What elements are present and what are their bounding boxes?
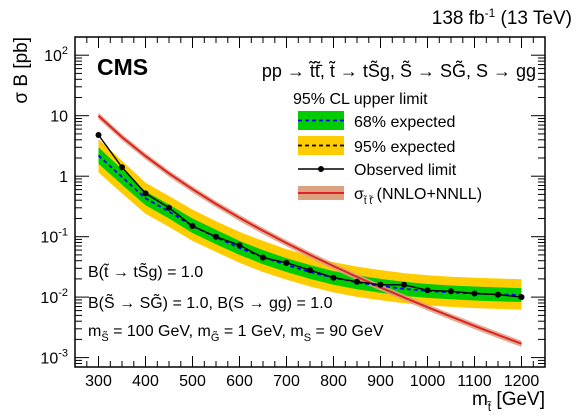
legend-swatch-observed-marker bbox=[318, 166, 324, 172]
x-tick-label: 300 bbox=[85, 373, 112, 390]
y-axis-label: σ B [pb] bbox=[11, 37, 32, 104]
observed-point bbox=[471, 290, 478, 297]
observed-point bbox=[213, 233, 219, 240]
ticks-layer bbox=[74, 36, 546, 368]
observed-point bbox=[119, 164, 125, 171]
x-tick-label: 900 bbox=[367, 373, 394, 390]
legend-label-68: 68% expected bbox=[354, 114, 455, 131]
observed-point bbox=[518, 294, 525, 301]
legend-label-theory: σt̃ t̃̄ (NNLO+NNLL) bbox=[354, 186, 482, 207]
observed-point bbox=[189, 223, 196, 229]
annotation-line-1: B(t̃ → tS̃g) = 1.0 bbox=[88, 261, 203, 281]
legend: 95% CL upper limit 68% expected 95% expec… bbox=[293, 91, 482, 207]
x-tick-label: 1000 bbox=[410, 373, 446, 390]
observed-point bbox=[377, 281, 384, 288]
y-tick-label: 1 bbox=[59, 169, 68, 186]
annotation-line-2: B(S̃ → SG̃) = 1.0, B(S → gg) = 1.0 bbox=[88, 292, 333, 312]
observed-point bbox=[448, 288, 454, 295]
observed-point bbox=[142, 190, 149, 197]
theory-xsec-line bbox=[97, 114, 522, 345]
x-tick-label: 500 bbox=[179, 373, 206, 390]
x-tick-label: 400 bbox=[132, 373, 159, 390]
observed-point bbox=[495, 291, 501, 298]
experiment-label: CMS bbox=[97, 54, 148, 80]
x-tick-label: 700 bbox=[273, 373, 300, 390]
x-tick-label: 600 bbox=[226, 373, 253, 390]
x-tick-label: 800 bbox=[320, 373, 347, 390]
observed-point bbox=[307, 267, 313, 274]
process-label: pp → t̃t̃̄, t̃ → tS̃g, S̃ → SG̃, S → gg bbox=[262, 60, 536, 81]
band-95-expected bbox=[98, 139, 522, 310]
observed-point bbox=[330, 274, 337, 281]
observed-point bbox=[236, 242, 243, 249]
y-tick-label: 10-1 bbox=[40, 227, 68, 247]
points-layer bbox=[95, 132, 525, 301]
lumi-label: 138 fb-1 (13 TeV) bbox=[432, 6, 572, 29]
annotations: B(t̃ → tS̃g) = 1.0 B(S̃ → SG̃) = 1.0, B(… bbox=[88, 261, 384, 344]
y-tick-label: 10-2 bbox=[40, 287, 68, 307]
ticklabels-layer: 300 400 500 600 700 800 900 1000 1100 1200 10-3 10-… bbox=[40, 45, 539, 390]
bands-layer bbox=[98, 139, 522, 310]
observed-point bbox=[95, 132, 102, 138]
x-tick-label: 1100 bbox=[457, 373, 492, 390]
observed-point bbox=[283, 259, 290, 266]
y-tick-label: 102 bbox=[44, 45, 68, 65]
legend-label-observed: Observed limit bbox=[354, 162, 457, 179]
annotation-line-3: mS̃ = 100 GeV, mG̃ = 1 GeV, mS = 90 GeV bbox=[88, 323, 384, 344]
observed-point bbox=[424, 287, 431, 294]
legend-label-95: 95% expected bbox=[354, 139, 455, 156]
x-axis-label: mt̃ [GeV] bbox=[472, 389, 545, 414]
x-tick-label: 1200 bbox=[504, 373, 540, 390]
legend-header: 95% CL upper limit bbox=[293, 91, 428, 108]
y-tick-label: 10 bbox=[50, 109, 68, 126]
y-tick-label: 10-3 bbox=[40, 348, 68, 368]
observed-point bbox=[260, 254, 266, 261]
observed-point bbox=[354, 278, 360, 285]
observed-point bbox=[166, 204, 172, 211]
observed-point bbox=[401, 281, 407, 288]
